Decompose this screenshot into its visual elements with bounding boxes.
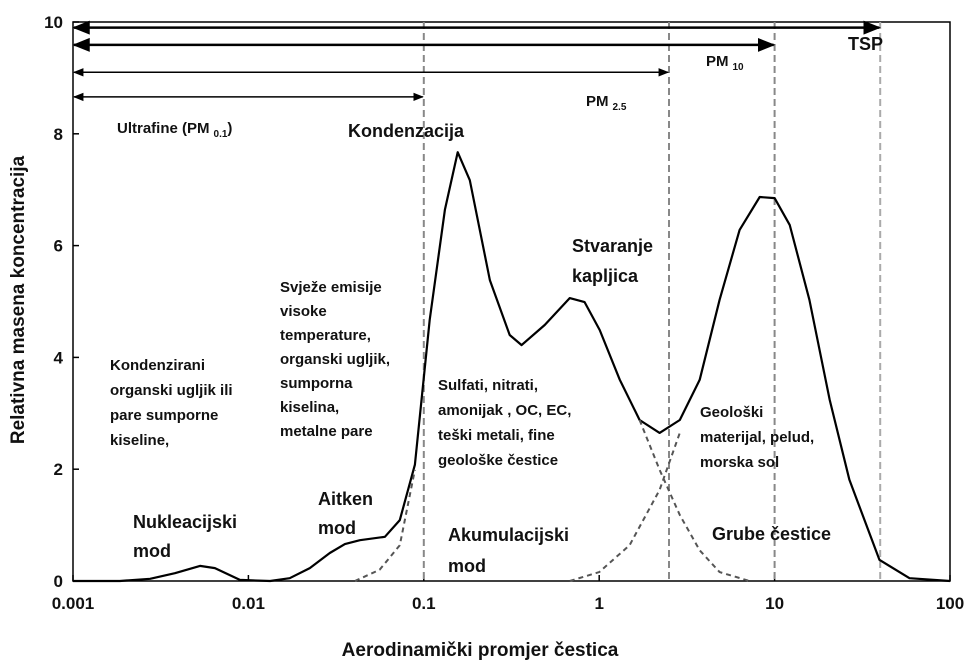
annotation: teški metali, fine xyxy=(438,427,555,444)
range-label-end: ) xyxy=(227,120,232,137)
annotation: mod xyxy=(448,556,486,576)
range-label-sub: 10 xyxy=(733,62,745,73)
annotation: Stvaranje xyxy=(572,236,653,256)
plot-frame xyxy=(72,21,951,582)
range-label-main: TSP xyxy=(848,34,883,54)
range-label-main: PM xyxy=(586,93,609,110)
x-axis-label: Aerodinamički promjer čestica xyxy=(342,640,619,661)
x-tick-label: 1 xyxy=(594,594,603,613)
annotation: Grube čestice xyxy=(712,524,831,544)
annotation: kiselina, xyxy=(280,399,339,416)
size-distribution-curve xyxy=(73,151,951,583)
annotation: organski ugljik ili xyxy=(110,382,233,399)
y-tick-label: 8 xyxy=(54,125,63,144)
y-tick-label: 6 xyxy=(54,237,63,256)
range-label: Ultrafine (PM 0.1) xyxy=(117,120,232,140)
range-label-sub: 0.1 xyxy=(214,129,228,140)
y-tick-label: 2 xyxy=(54,460,63,479)
x-tick-label: 0.01 xyxy=(232,594,265,613)
range-label-main: PM xyxy=(706,53,729,70)
range-label: TSP xyxy=(848,34,883,54)
annotation: visoke xyxy=(280,303,327,320)
range-label: PM 2.5 xyxy=(586,93,627,113)
y-tick-label: 4 xyxy=(54,348,64,367)
range-label: PM 10 xyxy=(706,53,744,73)
annotation: organski ugljik, xyxy=(280,351,390,368)
annotation: Kondenzacija xyxy=(348,121,465,141)
annotation: sumporna xyxy=(280,375,353,392)
y-tick-label: 0 xyxy=(54,572,63,591)
annotation: Akumulacijski xyxy=(448,525,569,545)
annotation: Sulfati, nitrati, xyxy=(438,377,538,394)
annotation: metalne pare xyxy=(280,423,373,440)
x-tick-label: 0.1 xyxy=(412,594,436,613)
annotation: temperature, xyxy=(280,327,371,344)
annotation: Aitken xyxy=(318,489,373,509)
mode-curve xyxy=(354,419,750,582)
range-label-main: Ultrafine (PM xyxy=(117,120,210,137)
annotation: pare sumporne xyxy=(110,407,218,424)
range-label-sub: 2.5 xyxy=(613,102,627,113)
annotation: kapljica xyxy=(572,266,639,286)
annotation: Geološki xyxy=(700,404,763,421)
x-tick-label: 10 xyxy=(765,594,784,613)
annotation: Kondenzirani xyxy=(110,357,205,374)
annotation: Svježe emisije xyxy=(280,279,382,296)
x-tick-label: 100 xyxy=(936,594,964,613)
y-tick-label: 10 xyxy=(44,13,63,32)
annotation: amonijak , OC, EC, xyxy=(438,402,571,419)
annotation: Nukleacijski xyxy=(133,512,237,532)
x-tick-label: 0.001 xyxy=(52,594,95,613)
annotation: kiseline, xyxy=(110,432,169,449)
y-axis-label: Relativna masena koncentracija xyxy=(8,155,29,444)
annotation: materijal, pelud, xyxy=(700,429,814,446)
annotation: mod xyxy=(318,518,356,538)
annotation: morska sol xyxy=(700,454,779,471)
annotation: geološke čestice xyxy=(438,452,558,469)
annotation: mod xyxy=(133,541,171,561)
